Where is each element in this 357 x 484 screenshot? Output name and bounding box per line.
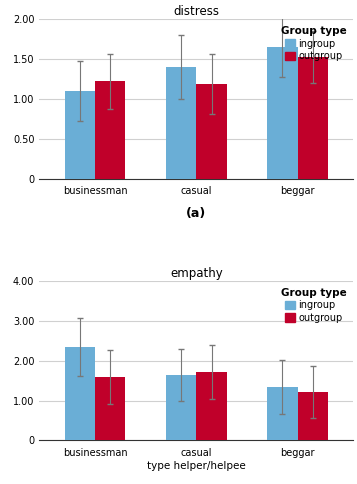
Bar: [267, 47, 298, 179]
Bar: [196, 372, 227, 440]
Title: empathy: empathy: [170, 267, 223, 280]
Title: distress: distress: [174, 5, 219, 18]
Bar: [166, 375, 196, 440]
Legend: ingroup, outgroup: ingroup, outgroup: [279, 24, 348, 63]
Bar: [298, 392, 328, 440]
Bar: [95, 81, 125, 179]
Bar: [166, 67, 196, 179]
Bar: [95, 377, 125, 440]
Text: (a): (a): [186, 207, 206, 220]
X-axis label: type helper/helpee: type helper/helpee: [147, 461, 246, 471]
Bar: [267, 387, 298, 440]
Bar: [65, 347, 95, 440]
Legend: ingroup, outgroup: ingroup, outgroup: [279, 286, 348, 325]
Bar: [65, 91, 95, 179]
Bar: [196, 84, 227, 179]
Bar: [298, 57, 328, 179]
